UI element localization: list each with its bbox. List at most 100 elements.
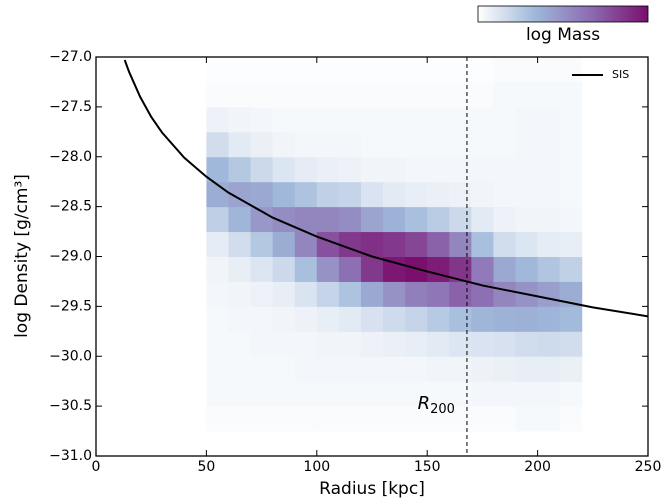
heatmap-cell	[250, 156, 274, 183]
heatmap-cell	[250, 381, 274, 407]
heatmap-cell	[272, 57, 296, 83]
heatmap-cell	[338, 381, 362, 407]
heatmap-cell	[360, 306, 384, 332]
heatmap-cell	[360, 256, 384, 282]
heatmap-cell	[449, 106, 472, 133]
heatmap-cell	[383, 81, 406, 108]
heatmap-cell	[537, 106, 561, 133]
heatmap-cell	[272, 156, 296, 183]
heatmap-cell	[206, 81, 229, 108]
heatmap-cell	[294, 206, 318, 233]
heatmap-cell	[316, 381, 340, 407]
heatmap-cell	[272, 281, 296, 307]
heatmap-cell	[471, 331, 494, 357]
heatmap-cell	[272, 231, 296, 257]
heatmap-cell	[250, 331, 274, 357]
heatmap-cell	[383, 131, 406, 158]
heatmap-cell	[338, 256, 362, 282]
heatmap-cell	[493, 356, 517, 382]
y-tick-label: −29.0	[49, 249, 92, 265]
heatmap-cell	[405, 231, 428, 257]
heatmap-cell	[405, 106, 428, 133]
heatmap-cell	[515, 181, 539, 208]
r200-symbol: R	[418, 393, 431, 414]
heatmap-cell	[206, 231, 229, 257]
heatmap-cell	[338, 81, 362, 108]
heatmap-cell	[493, 181, 517, 208]
heatmap-cell	[427, 356, 450, 382]
heatmap-cell	[338, 331, 362, 357]
heatmap-cell	[427, 331, 450, 357]
heatmap-cell	[449, 57, 472, 83]
heatmap-cell	[559, 331, 583, 357]
x-tick-label: 50	[197, 459, 215, 475]
heatmap-cell	[272, 381, 296, 407]
y-tick-label: −27.5	[49, 99, 92, 115]
heatmap-cell	[493, 231, 517, 257]
heatmap-cell	[338, 106, 362, 133]
heatmap-cell	[405, 156, 428, 183]
heatmap-cell	[272, 331, 296, 357]
heatmap-cell	[493, 106, 517, 133]
heatmap-cell	[449, 306, 472, 332]
heatmap-cell	[427, 181, 450, 208]
heatmap-cell	[316, 106, 340, 133]
heatmap-cell	[405, 356, 428, 382]
y-tick-label: −30.5	[49, 398, 92, 414]
heatmap-cell	[405, 81, 428, 108]
heatmap-cell	[427, 156, 450, 183]
heatmap-cell	[559, 156, 583, 183]
heatmap-cell	[360, 156, 384, 183]
heatmap-cell	[405, 131, 428, 158]
heatmap-cell	[360, 406, 384, 432]
legend-label: SIS	[612, 68, 629, 81]
heatmap-cell	[383, 306, 406, 332]
heatmap-cell	[206, 57, 229, 83]
heatmap-cell	[427, 431, 450, 457]
heatmap-cell	[449, 81, 472, 108]
heatmap-cell	[427, 281, 450, 307]
heatmap-cell	[294, 106, 318, 133]
heatmap-cell	[383, 281, 406, 307]
heatmap-cell	[405, 306, 428, 332]
heatmap-cell	[316, 81, 340, 108]
heatmap-cell	[228, 256, 252, 282]
heatmap-cell	[471, 57, 494, 83]
heatmap-cell	[493, 156, 517, 183]
heatmap-cell	[493, 306, 517, 332]
heatmap-cell	[316, 281, 340, 307]
heatmap-cell	[471, 156, 494, 183]
y-tick-label: −31.0	[49, 448, 92, 464]
heatmap-cell	[383, 57, 406, 83]
heatmap-cell	[360, 81, 384, 108]
heatmap-cell	[272, 431, 296, 457]
y-tick-label: −28.5	[49, 199, 92, 215]
heatmap-cell	[493, 431, 517, 457]
heatmap-cell	[515, 431, 539, 457]
heatmap-cell	[250, 206, 274, 233]
heatmap-cell	[427, 131, 450, 158]
heatmap-cell	[316, 206, 340, 233]
heatmap-cell	[427, 81, 450, 108]
heatmap-cell	[449, 381, 472, 407]
heatmap-cell	[228, 281, 252, 307]
heatmap-cell	[515, 356, 539, 382]
heatmap-cell	[471, 356, 494, 382]
heatmap-cell	[559, 356, 583, 382]
x-tick-label: 150	[414, 459, 441, 475]
heatmap-cell	[471, 206, 494, 233]
heatmap-cell	[272, 181, 296, 208]
heatmap-cell	[206, 106, 229, 133]
r200-subscript: 200	[430, 402, 455, 417]
heatmap-cell	[405, 181, 428, 208]
heatmap-cell	[206, 431, 229, 457]
heatmap-cell	[515, 206, 539, 233]
heatmap-cell	[471, 81, 494, 108]
heatmap-cell	[360, 356, 384, 382]
heatmap-cell	[228, 431, 252, 457]
r200-label: R200	[418, 393, 455, 417]
heatmap-cell	[272, 81, 296, 108]
heatmap-cell	[427, 57, 450, 83]
heatmap-cell	[206, 206, 229, 233]
